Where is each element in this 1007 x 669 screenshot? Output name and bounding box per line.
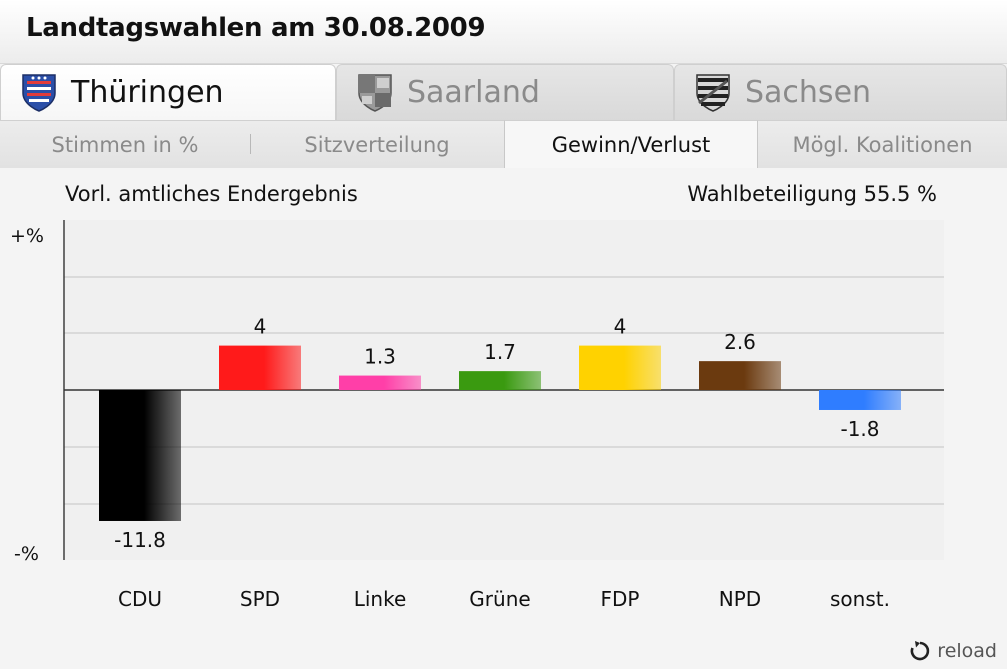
tab-gewinn-verlust[interactable]: Gewinn/Verlust [504,120,758,168]
sub-tabs: Stimmen in % Sitzverteilung Gewinn/Verlu… [0,120,1007,168]
y-axis-bottom-label: -% [14,543,39,565]
tab-label: Sachsen [745,75,872,110]
data-label: 1.3 [364,345,396,369]
bar-sonst [819,390,901,410]
bar-linke [339,375,421,390]
sachsen-crest-icon [696,73,730,112]
data-label: 4 [254,315,267,339]
category-label: CDU [118,587,162,611]
gain-loss-bar-chart: +% -% -11.8 CDU 4 SPD 1.3 Linke 1.7 Grüne 4 FDP 2.6 N… [10,220,944,611]
bar-fdp [579,345,661,390]
data-label: -1.8 [840,417,879,441]
bar-spd [219,345,301,390]
category-label: Grüne [469,587,530,611]
app-header: Landtagswahlen am 30.08.2009 [0,0,1007,64]
tab-saarland[interactable]: Saarland [336,64,674,120]
y-axis-top-label: +% [10,225,44,247]
data-label: 4 [614,315,627,339]
tab-stimmen[interactable]: Stimmen in % [0,120,250,168]
tab-thueringen[interactable]: Thüringen [0,64,336,120]
sub-tab-label: Stimmen in % [51,132,199,157]
state-tabs: Thüringen Saarland Sachsen [0,64,1007,120]
category-label: sonst. [830,587,890,611]
bar-npd [699,361,781,390]
category-label: FDP [601,587,640,611]
tab-sachsen[interactable]: Sachsen [674,64,1007,120]
page-title: Landtagswahlen am 30.08.2009 [26,13,486,43]
category-label: SPD [240,587,280,611]
reload-label: reload [937,640,997,662]
data-label: 1.7 [484,340,516,364]
category-label: Linke [354,587,407,611]
divider [250,134,251,154]
saarland-crest-icon [358,73,392,112]
turnout-label: Wahlbeteiligung 55.5 % [687,182,937,206]
tab-label: Saarland [407,75,540,110]
reload-icon [910,641,930,661]
category-label: NPD [719,587,761,611]
result-status: Vorl. amtliches Endergebnis [65,182,358,206]
data-label: -11.8 [114,528,166,552]
bar-cdu [99,390,181,521]
thueringen-crest-icon [22,73,56,112]
data-label: 2.6 [724,330,756,354]
tab-sitzverteilung[interactable]: Sitzverteilung [250,120,504,168]
sub-tab-label: Mögl. Koalitionen [792,132,973,157]
bar-grne [459,371,541,390]
tab-label: Thüringen [71,75,224,110]
tab-koalitionen[interactable]: Mögl. Koalitionen [758,120,1007,168]
reload-button[interactable]: reload [909,640,997,662]
sub-tab-label: Gewinn/Verlust [551,132,711,157]
sub-tab-label: Sitzverteilung [304,132,450,157]
